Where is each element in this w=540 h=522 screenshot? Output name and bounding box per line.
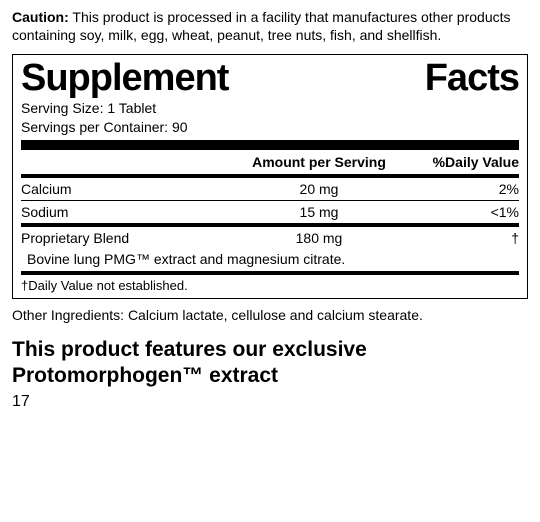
nutrient-dv: 2% bbox=[409, 181, 519, 197]
column-headers: Amount per Serving %Daily Value bbox=[21, 150, 519, 174]
serving-size: Serving Size: 1 Tablet bbox=[21, 99, 519, 117]
nutrient-amount: 20 mg bbox=[229, 181, 409, 197]
header-amount: Amount per Serving bbox=[229, 154, 409, 170]
nutrient-dv: <1% bbox=[409, 204, 519, 220]
nutrient-row: Sodium 15 mg <1% bbox=[21, 201, 519, 223]
blend-row: Proprietary Blend 180 mg † bbox=[21, 227, 519, 249]
nutrient-name: Sodium bbox=[21, 204, 229, 220]
other-ingredients: Other Ingredients: Calcium lactate, cell… bbox=[12, 307, 528, 323]
serving-info: Serving Size: 1 Tablet Servings per Cont… bbox=[21, 99, 519, 139]
blend-description: Bovine lung PMG™ extract and magnesium c… bbox=[21, 249, 519, 271]
blend-dv: † bbox=[409, 230, 519, 246]
page-number: 17 bbox=[12, 393, 528, 411]
blend-amount: 180 mg bbox=[229, 230, 409, 246]
caution-body: This product is processed in a facility … bbox=[12, 9, 511, 43]
nutrient-name: Calcium bbox=[21, 181, 229, 197]
header-dv: %Daily Value bbox=[409, 154, 519, 170]
rule-thick bbox=[21, 140, 519, 150]
caution-text: Caution: This product is processed in a … bbox=[12, 8, 528, 44]
panel-title-left: Supplement bbox=[21, 59, 228, 97]
dv-footnote: †Daily Value not established. bbox=[21, 275, 519, 296]
panel-title: Supplement Facts bbox=[21, 59, 519, 99]
header-name bbox=[21, 154, 229, 170]
nutrient-amount: 15 mg bbox=[229, 204, 409, 220]
panel-title-right: Facts bbox=[425, 59, 519, 97]
caution-label: Caution: bbox=[12, 9, 69, 25]
nutrient-row: Calcium 20 mg 2% bbox=[21, 178, 519, 200]
supplement-facts-panel: Supplement Facts Serving Size: 1 Tablet … bbox=[12, 54, 528, 298]
servings-per-container: Servings per Container: 90 bbox=[21, 118, 519, 136]
feature-statement: This product features our exclusive Prot… bbox=[12, 337, 528, 390]
blend-name: Proprietary Blend bbox=[21, 230, 229, 246]
